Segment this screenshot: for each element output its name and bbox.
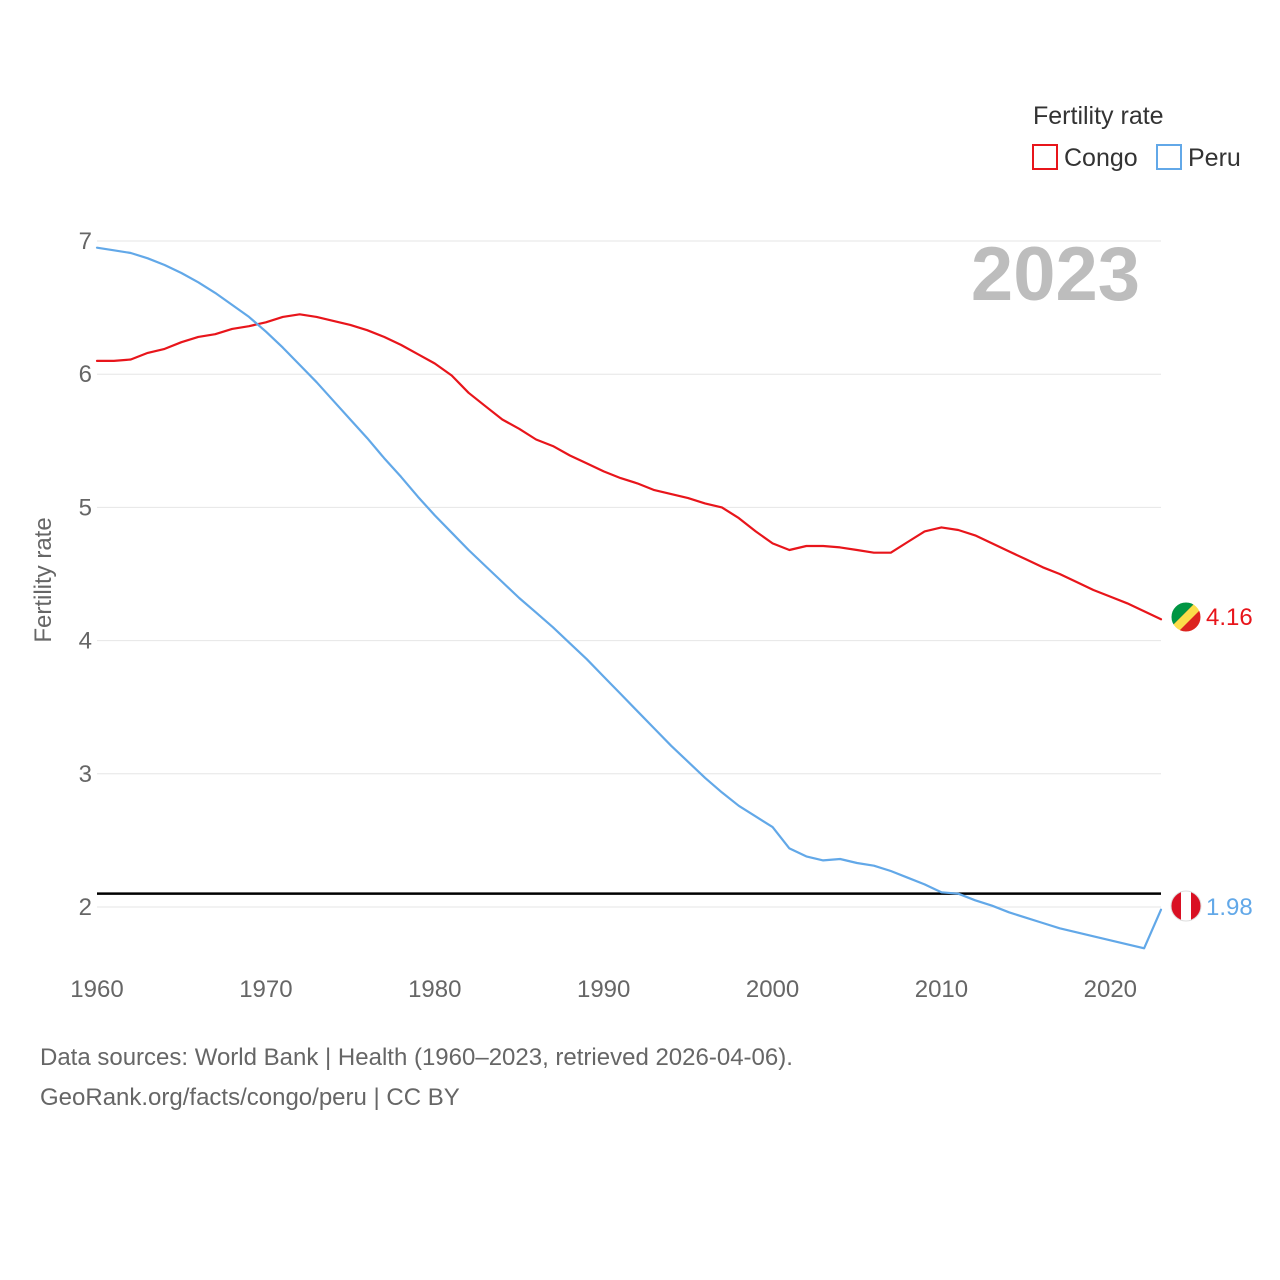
x-tick-label: 2000 [746, 976, 799, 1003]
end-label-congo: 4.16 [1206, 604, 1253, 631]
x-tick-label: 1980 [408, 976, 461, 1003]
series-line-congo[interactable] [95, 313, 1163, 621]
legend-label-congo[interactable]: Congo [1064, 144, 1138, 172]
x-tick-label: 1960 [70, 976, 123, 1003]
grid [97, 240, 1161, 908]
peru-flag [1171, 891, 1201, 921]
legend: Fertility rate Congo Peru [1032, 102, 1241, 172]
legend-title: Fertility rate [1033, 102, 1164, 130]
x-tick-label: 2020 [1084, 976, 1137, 1003]
congo-flag [1171, 602, 1201, 632]
y-tick-label: 7 [79, 228, 92, 255]
y-tick-label: 6 [79, 361, 92, 388]
x-axis-ticks: 1960 1970 1980 1990 2000 2010 2020 [70, 976, 1137, 1003]
y-axis-ticks: 2 3 4 5 6 7 [79, 228, 92, 921]
y-tick-label: 2 [79, 894, 92, 921]
congo-flag-ring [1170, 601, 1202, 633]
x-tick-label: 2010 [915, 976, 968, 1003]
end-label-peru: 1.98 [1206, 894, 1253, 921]
peru-flag-ring [1170, 890, 1202, 922]
year-label: 2023 [971, 232, 1140, 317]
y-axis-title: Fertility rate [30, 517, 57, 642]
x-tick-label: 1990 [577, 976, 630, 1003]
y-tick-label: 4 [79, 628, 92, 655]
y-tick-label: 5 [79, 494, 92, 521]
source-line-1: Data sources: World Bank | Health (1960–… [40, 1044, 793, 1071]
x-tick-label: 1970 [239, 976, 292, 1003]
source-line-2[interactable]: GeoRank.org/facts/congo/peru | CC BY [40, 1084, 460, 1111]
legend-label-peru[interactable]: Peru [1188, 144, 1241, 172]
legend-swatch-congo[interactable] [1032, 144, 1058, 170]
legend-swatch-peru[interactable] [1156, 144, 1182, 170]
series-line-peru[interactable] [95, 246, 1163, 950]
y-tick-label: 3 [79, 761, 92, 788]
